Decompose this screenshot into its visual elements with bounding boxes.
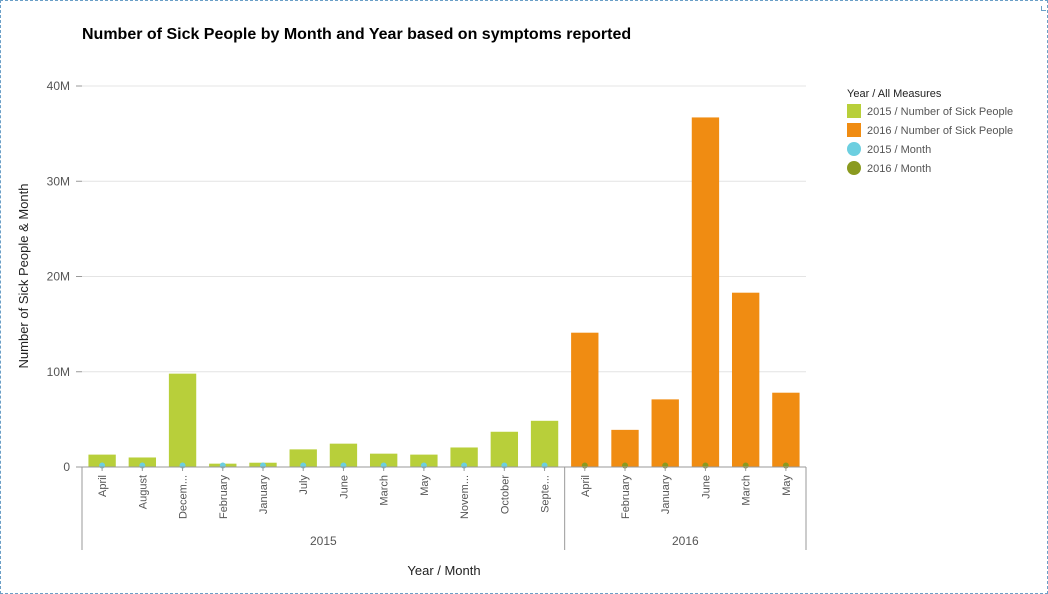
y-tick-label: 30M [47, 174, 70, 188]
x-tick-label: March [741, 475, 753, 506]
legend[interactable]: Year / All Measures 2015 / Number of Sick… [847, 88, 1013, 175]
x-axis-group-labels: 2015 2016 [310, 534, 699, 548]
legend-item-label: 2016 / Month [867, 163, 931, 175]
bars [88, 117, 800, 468]
resize-corner-marker [1041, 6, 1046, 11]
legend-title: Year / All Measures [847, 88, 942, 100]
bar-2015-5 [289, 449, 317, 467]
y-tick-label: 0 [63, 460, 70, 474]
x-tick-label: April [97, 475, 109, 497]
x-tick-label: May [781, 475, 793, 496]
bar-2015-11 [530, 420, 559, 467]
legend-item-label: 2015 / Month [867, 144, 931, 156]
x-tick-label: May [419, 475, 431, 496]
bar-2016-0 [571, 332, 599, 467]
bar-2015-9 [450, 447, 478, 467]
x-axis [81, 466, 807, 550]
x-tick-label: March [379, 475, 391, 506]
x-tick-label: January [660, 475, 672, 515]
x-tick-label: April [580, 475, 592, 497]
chart-title: Number of Sick People by Month and Year … [82, 26, 631, 43]
y-tick-label: 20M [47, 270, 70, 284]
legend-item-label: 2016 / Number of Sick People [867, 125, 1013, 137]
x-axis-tick-labels: April August Decem... February January July Ju… [97, 475, 793, 520]
bar-2016-5 [772, 392, 800, 467]
x-tick-label: February [218, 475, 230, 520]
bar-2016-1 [611, 429, 639, 467]
x-axis-label: Year / Month [407, 563, 480, 578]
x-tick-label: October [499, 475, 511, 514]
legend-swatch-circle [847, 142, 861, 156]
x-tick-label: July [298, 475, 310, 495]
gridlines [82, 85, 806, 373]
y-tick-label: 10M [47, 365, 70, 379]
x-tick-label: June [338, 475, 350, 499]
bar-2015-8 [410, 454, 438, 467]
group-label-2016: 2016 [672, 534, 699, 548]
x-tick-label: June [700, 475, 712, 499]
bar-2015-10 [490, 431, 519, 467]
bar-2015-2 [168, 373, 197, 467]
x-tick-label: February [620, 475, 632, 520]
y-tick-label: 40M [47, 79, 70, 93]
bar-2016-4 [731, 292, 760, 467]
x-tick-label: Novem... [459, 475, 471, 519]
bar-2015-0 [88, 454, 116, 467]
bar-2015-7 [369, 453, 398, 467]
bar-2016-3 [691, 117, 720, 468]
x-tick-label: Septe... [540, 475, 552, 513]
bar-2015-6 [329, 443, 358, 467]
x-tick-label: Decem... [178, 475, 190, 519]
group-label-2015: 2015 [310, 534, 337, 548]
legend-swatch-square [847, 104, 861, 118]
legend-item-label: 2015 / Number of Sick People [867, 106, 1013, 118]
x-tick-label: August [137, 475, 149, 509]
legend-swatch-circle [847, 161, 861, 175]
y-axis-label: Number of Sick People & Month [16, 184, 31, 369]
y-axis-ticks: 0 10M 20M 30M 40M [47, 79, 82, 474]
month-markers [99, 462, 789, 469]
bar-2015-1 [128, 457, 157, 467]
x-tick-label: January [258, 475, 270, 515]
legend-swatch-square [847, 123, 861, 137]
bar-2016-2 [651, 399, 679, 467]
